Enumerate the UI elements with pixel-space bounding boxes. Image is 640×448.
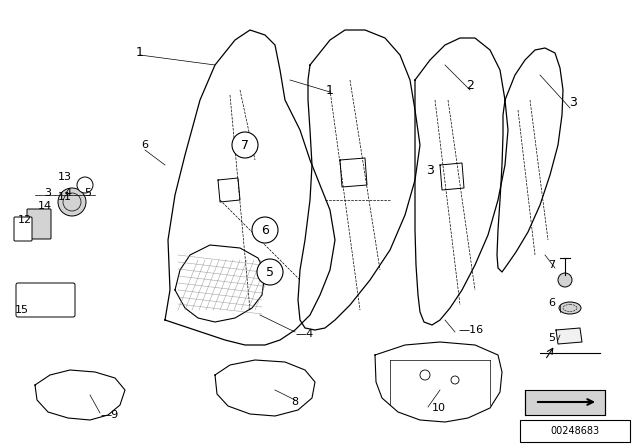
Text: 6: 6: [261, 224, 269, 237]
FancyBboxPatch shape: [16, 283, 75, 317]
Text: 11: 11: [58, 192, 72, 202]
FancyBboxPatch shape: [14, 217, 32, 241]
Ellipse shape: [559, 302, 581, 314]
Circle shape: [558, 273, 572, 287]
Text: 2: 2: [466, 78, 474, 91]
Text: —9: —9: [100, 410, 118, 420]
Text: 15: 15: [15, 305, 29, 315]
Text: 00248683: 00248683: [550, 426, 600, 436]
Text: 3: 3: [569, 95, 577, 108]
Text: 5: 5: [84, 188, 92, 198]
Text: 6: 6: [548, 298, 555, 308]
Text: 10: 10: [432, 403, 446, 413]
Circle shape: [77, 177, 93, 193]
Text: 5: 5: [548, 333, 555, 343]
Text: 1: 1: [326, 83, 334, 96]
FancyBboxPatch shape: [525, 390, 605, 415]
Text: 12: 12: [18, 215, 32, 225]
Text: 5: 5: [266, 266, 274, 279]
Text: 7: 7: [548, 260, 555, 270]
Text: 13: 13: [58, 172, 72, 182]
Text: 3: 3: [45, 188, 51, 198]
Text: 6: 6: [141, 140, 148, 150]
Text: 1: 1: [136, 46, 144, 59]
Text: —4: —4: [295, 329, 313, 339]
Circle shape: [58, 188, 86, 216]
Circle shape: [232, 132, 258, 158]
Text: 8: 8: [291, 397, 299, 407]
Circle shape: [252, 217, 278, 243]
Text: —16: —16: [458, 325, 483, 335]
FancyBboxPatch shape: [27, 209, 51, 239]
Circle shape: [257, 259, 283, 285]
Text: 7: 7: [241, 138, 249, 151]
Polygon shape: [556, 328, 582, 344]
Text: 4: 4: [65, 188, 72, 198]
Text: 14: 14: [38, 201, 52, 211]
Text: 3: 3: [426, 164, 434, 177]
